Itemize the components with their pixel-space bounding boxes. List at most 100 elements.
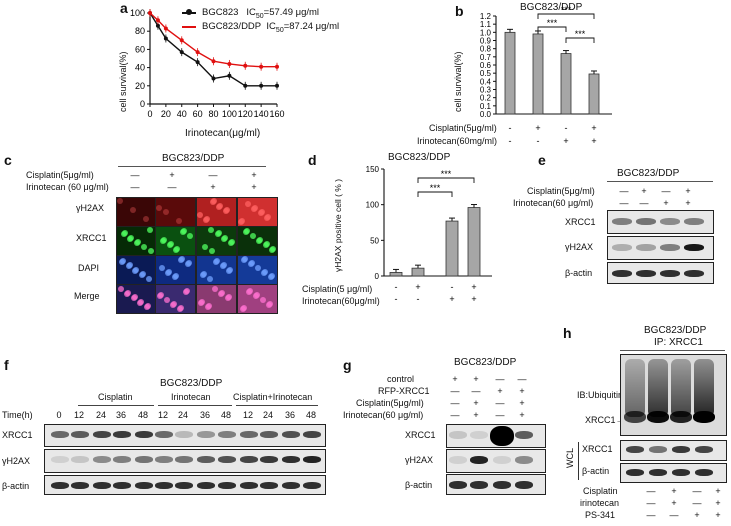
micrograph-tile xyxy=(237,197,278,227)
panel-f-rule-combo xyxy=(236,405,318,406)
panel-d-treatment-sign: + xyxy=(471,282,476,292)
micrograph-cell xyxy=(148,248,154,254)
blot-band xyxy=(135,456,153,463)
micrograph-cell xyxy=(130,207,136,213)
panel-d-bar xyxy=(445,220,459,277)
micrograph-cell xyxy=(212,286,218,292)
blot-smear xyxy=(694,359,714,417)
panel-c-treatment-sign: — xyxy=(167,182,177,192)
micrograph-cell xyxy=(124,291,130,297)
blot-band xyxy=(155,431,173,438)
panel-h-treatment-sign: — xyxy=(646,510,656,520)
panel-d-treatment-sign: + xyxy=(415,282,420,292)
panel-h-row2-label: irinotecan xyxy=(580,498,620,508)
micrograph-cell xyxy=(183,289,189,295)
micrograph-cell xyxy=(177,306,183,312)
micrograph-cell xyxy=(137,300,143,306)
panel-a-series-line xyxy=(149,12,277,68)
panel-h-treatment-sign: — xyxy=(692,498,702,508)
blot-band xyxy=(282,431,300,438)
micrograph-cell xyxy=(243,229,249,235)
panel-a-point xyxy=(155,18,160,23)
panel-f-time-label-item: 24 xyxy=(262,410,273,420)
micrograph-cell xyxy=(208,227,214,233)
panel-b-sig-label: *** xyxy=(561,5,572,15)
panel-e-row2-label: Irinotecan(60 μg/ml) xyxy=(513,198,594,208)
blot-g-gh2ax-label: γH2AX xyxy=(405,455,434,465)
micrograph-tile xyxy=(196,226,237,256)
panel-b-ytick-label: 1.2 xyxy=(480,12,492,21)
blot-band xyxy=(470,481,488,489)
panel-a-point xyxy=(275,83,279,88)
panel-g-treatment-sign: + xyxy=(473,398,479,408)
panel-a-point xyxy=(227,73,232,78)
micrograph-cell xyxy=(170,302,176,308)
panel-a-ytick-label: 0 xyxy=(140,99,145,109)
blot-band xyxy=(240,482,258,489)
panel-d-row2-label: Irinotecan(60μg/ml) xyxy=(302,296,380,306)
panel-a-xtick-label: 0 xyxy=(147,109,152,119)
panel-a-point xyxy=(275,64,279,69)
panel-g-treatment-sign: + xyxy=(519,386,525,396)
blot-band xyxy=(135,482,153,489)
blot-smear xyxy=(648,359,668,417)
panel-a-point xyxy=(179,38,184,43)
blot-band xyxy=(93,456,111,463)
micrograph-cell xyxy=(134,240,140,246)
blot-band xyxy=(51,456,69,463)
micrograph-cell xyxy=(256,238,262,244)
micrograph-cell xyxy=(240,306,246,312)
panel-e-treatment-sign: — xyxy=(639,198,649,208)
blot-band xyxy=(647,411,669,423)
panel-a-xtick-label: 40 xyxy=(177,109,187,119)
panel-b-treatment-sign: - xyxy=(565,123,568,133)
panel-h-treatment-sign: + xyxy=(715,498,721,508)
micrograph-cell xyxy=(141,244,147,250)
panel-b-ytick-label: 0.2 xyxy=(480,94,492,103)
panel-c-treatment-sign: — xyxy=(130,182,140,192)
panel-a-point xyxy=(155,23,160,28)
blot-g-bactin-label: β-actin xyxy=(405,480,433,490)
blot-g-bactin xyxy=(446,474,546,495)
panel-b-ytick-label: 0.6 xyxy=(480,61,492,70)
blot-band xyxy=(303,431,321,438)
panel-h-wcl-label: WCL xyxy=(565,448,575,468)
blot-h-ubiquitin xyxy=(620,354,727,436)
blot-g-xrcc1 xyxy=(446,424,546,448)
blot-band xyxy=(218,456,236,463)
blot-band xyxy=(470,431,488,439)
panel-b-treatment-sign: + xyxy=(591,123,596,133)
stain-dapi-label: DAPI xyxy=(78,263,100,273)
panel-a-point xyxy=(163,36,168,41)
blot-band xyxy=(282,482,300,489)
micrograph-cell xyxy=(216,204,222,210)
micrograph-cell xyxy=(131,295,137,301)
panel-h-treatment-sign: + xyxy=(715,510,721,520)
panel-h-treatment-sign: — xyxy=(669,510,679,520)
blot-band xyxy=(515,456,533,464)
micrograph-cell xyxy=(173,247,179,253)
micrograph-tile xyxy=(116,197,157,227)
panel-c-treatment-sign: + xyxy=(169,170,175,180)
panel-g-treatment-sign: + xyxy=(473,410,479,420)
legend-bgc823-ddp: BGC823/DDP IC50=87.24 μg/ml xyxy=(202,21,340,34)
panel-b-ytick-label: 0.7 xyxy=(480,53,492,62)
panel-a-point xyxy=(163,26,168,31)
panel-a-xtick-label: 140 xyxy=(254,109,269,119)
blot-band xyxy=(693,411,715,423)
panel-f-group-irinotecan: Irinotecan xyxy=(171,392,211,402)
blot-band xyxy=(470,456,488,464)
blot-band xyxy=(612,218,632,225)
micrograph-cell xyxy=(167,242,173,248)
panel-a-series-line xyxy=(149,12,277,87)
micrograph-tile xyxy=(155,284,196,314)
panel-b-treatment-sign: + xyxy=(535,123,540,133)
blot-e-gh2ax-label: γH2AX xyxy=(565,242,594,252)
panel-g-treatment-sign: + xyxy=(497,386,503,396)
panel-d-title: BGC823/DDP xyxy=(388,152,451,163)
blot-f-xrcc1-label: XRCC1 xyxy=(2,430,33,440)
micrograph-cell xyxy=(126,263,132,269)
blot-h-bactin xyxy=(620,463,727,483)
panel-c-treatment-sign: + xyxy=(210,182,216,192)
